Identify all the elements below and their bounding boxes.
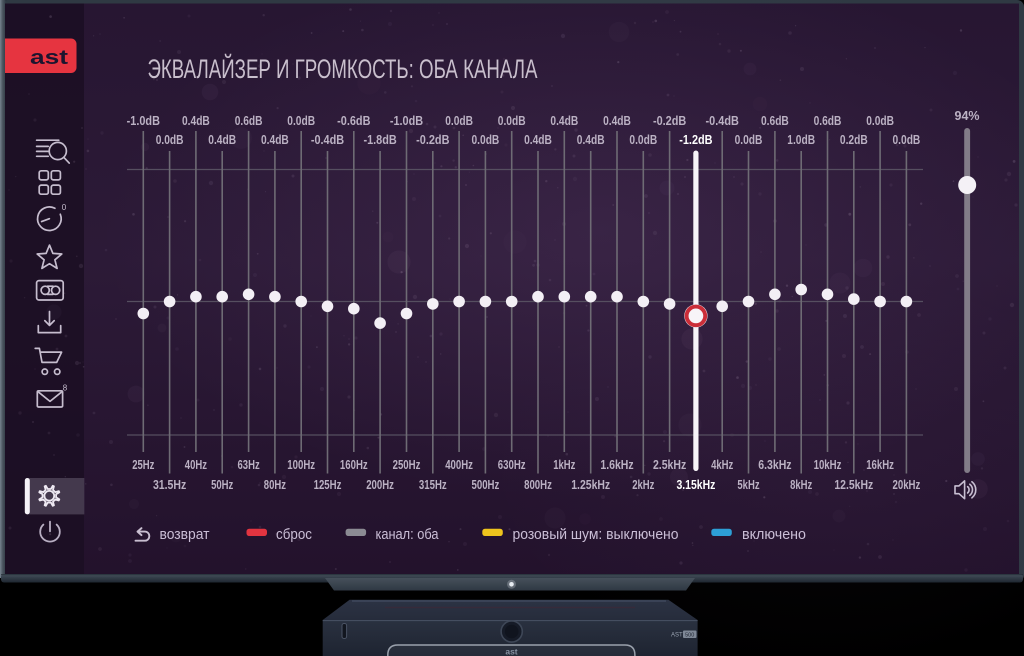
svg-text:-0.2dB: -0.2dB xyxy=(653,113,686,128)
svg-text:ЭКВАЛАЙЗЕР И ГРОМКОСТЬ: ОБА КА: ЭКВАЛАЙЗЕР И ГРОМКОСТЬ: ОБА КАНАЛА xyxy=(148,54,538,84)
svg-text:0.4dB: 0.4dB xyxy=(182,113,210,128)
svg-text:канал: оба: канал: оба xyxy=(376,527,440,543)
svg-text:1.0dB: 1.0dB xyxy=(787,132,815,147)
svg-text:630Hz: 630Hz xyxy=(498,457,526,472)
svg-text:40Hz: 40Hz xyxy=(185,457,208,472)
svg-text:включено: включено xyxy=(742,527,806,543)
svg-text:-1.2dB: -1.2dB xyxy=(679,132,712,147)
svg-text:500: 500 xyxy=(685,632,694,638)
svg-text:200Hz: 200Hz xyxy=(366,477,394,492)
svg-text:0.0dB: 0.0dB xyxy=(735,132,763,147)
svg-text:1.25kHz: 1.25kHz xyxy=(571,477,610,492)
svg-text:500Hz: 500Hz xyxy=(472,477,500,492)
svg-text:100Hz: 100Hz xyxy=(287,457,315,472)
svg-text:0.0dB: 0.0dB xyxy=(893,132,921,147)
svg-text:-0.4dB: -0.4dB xyxy=(311,132,344,147)
svg-text:5kHz: 5kHz xyxy=(737,477,760,492)
svg-text:0.0dB: 0.0dB xyxy=(156,132,184,147)
svg-text:-0.2dB: -0.2dB xyxy=(416,132,449,147)
svg-text:0.4dB: 0.4dB xyxy=(261,132,289,147)
svg-text:0.4dB: 0.4dB xyxy=(550,113,578,128)
svg-text:16kHz: 16kHz xyxy=(866,457,894,472)
svg-text:80Hz: 80Hz xyxy=(264,477,287,492)
svg-text:3.15kHz: 3.15kHz xyxy=(676,477,715,492)
svg-text:0.6dB: 0.6dB xyxy=(814,113,842,128)
svg-text:10kHz: 10kHz xyxy=(814,457,842,472)
svg-text:0.4dB: 0.4dB xyxy=(577,132,605,147)
svg-text:63Hz: 63Hz xyxy=(238,457,261,472)
svg-text:4kHz: 4kHz xyxy=(711,457,734,472)
svg-text:0.4dB: 0.4dB xyxy=(603,113,631,128)
svg-text:25Hz: 25Hz xyxy=(132,457,155,472)
svg-text:0.6dB: 0.6dB xyxy=(235,113,263,128)
svg-text:250Hz: 250Hz xyxy=(393,457,421,472)
svg-text:-1.0dB: -1.0dB xyxy=(127,113,160,128)
svg-text:-0.6dB: -0.6dB xyxy=(337,113,370,128)
svg-text:94%: 94% xyxy=(955,109,980,123)
svg-text:2kHz: 2kHz xyxy=(632,477,655,492)
svg-text:возврат: возврат xyxy=(160,527,210,543)
svg-text:ast: ast xyxy=(505,647,517,656)
svg-text:ast: ast xyxy=(30,46,68,69)
svg-text:800Hz: 800Hz xyxy=(524,477,552,492)
svg-text:8kHz: 8kHz xyxy=(790,477,813,492)
svg-text:6.3kHz: 6.3kHz xyxy=(758,457,792,472)
svg-text:50Hz: 50Hz xyxy=(211,477,234,492)
svg-text:сброс: сброс xyxy=(276,527,312,543)
svg-text:400Hz: 400Hz xyxy=(445,457,473,472)
svg-text:0.0dB: 0.0dB xyxy=(472,132,500,147)
svg-text:-1.0dB: -1.0dB xyxy=(390,113,423,128)
svg-text:160Hz: 160Hz xyxy=(340,457,368,472)
svg-text:12.5kHz: 12.5kHz xyxy=(834,477,873,492)
svg-text:AST: AST xyxy=(671,633,683,639)
svg-text:0.0dB: 0.0dB xyxy=(445,113,473,128)
svg-text:0.6dB: 0.6dB xyxy=(761,113,789,128)
svg-text:31.5Hz: 31.5Hz xyxy=(153,477,187,492)
svg-text:0.0dB: 0.0dB xyxy=(866,113,894,128)
svg-text:0.4dB: 0.4dB xyxy=(208,132,236,147)
svg-text:0.2dB: 0.2dB xyxy=(840,132,868,147)
svg-text:-1.8dB: -1.8dB xyxy=(363,132,396,147)
svg-text:0.4dB: 0.4dB xyxy=(524,132,552,147)
svg-text:1.6kHz: 1.6kHz xyxy=(600,457,634,472)
svg-text:0.0dB: 0.0dB xyxy=(498,113,526,128)
svg-text:8: 8 xyxy=(63,384,68,393)
svg-text:1kHz: 1kHz xyxy=(553,457,576,472)
svg-text:2.5kHz: 2.5kHz xyxy=(653,457,687,472)
svg-text:20kHz: 20kHz xyxy=(893,477,921,492)
svg-text:0.0dB: 0.0dB xyxy=(629,132,657,147)
svg-text:0.0dB: 0.0dB xyxy=(287,113,315,128)
svg-text:-0.4dB: -0.4dB xyxy=(706,113,739,128)
svg-text:315Hz: 315Hz xyxy=(419,477,447,492)
svg-text:0: 0 xyxy=(62,203,67,212)
svg-text:125Hz: 125Hz xyxy=(314,477,342,492)
svg-text:розовый шум: выключено: розовый шум: выключено xyxy=(513,527,679,543)
